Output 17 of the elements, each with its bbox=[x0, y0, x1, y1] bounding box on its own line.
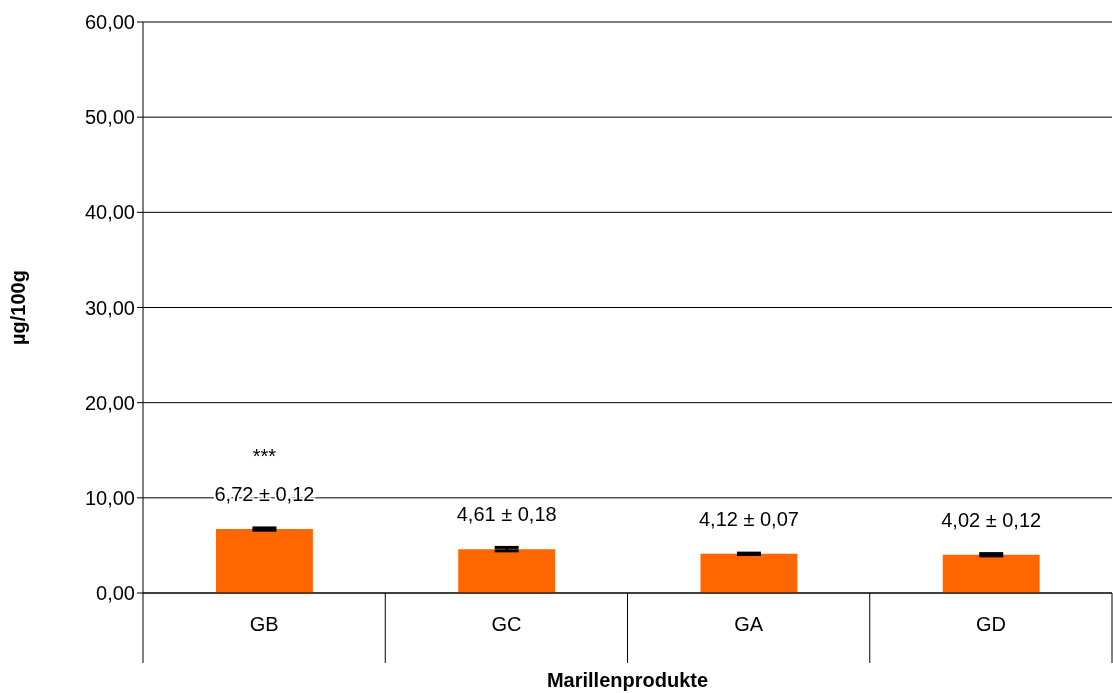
x-tick-label: GD bbox=[975, 613, 1006, 635]
y-tick-label: 30,00 bbox=[84, 296, 135, 319]
y-tick-label: 10,00 bbox=[84, 486, 135, 509]
y-tick-label: 20,00 bbox=[84, 391, 135, 414]
x-axis-title: Marillenprodukte bbox=[546, 669, 709, 691]
y-tick-label: 0,00 bbox=[96, 582, 135, 605]
data-label: 4,61 ± 0,18 bbox=[456, 503, 557, 526]
x-tick-label: GA bbox=[734, 613, 764, 635]
y-axis-title: µg/100g bbox=[7, 270, 30, 345]
y-tick-label: 50,00 bbox=[84, 106, 135, 129]
data-label: 4,12 ± 0,07 bbox=[698, 507, 799, 530]
data-label: 4,02 ± 0,12 bbox=[941, 508, 1042, 531]
x-tick-label: GB bbox=[249, 613, 279, 635]
y-tick-label: 40,00 bbox=[84, 201, 135, 224]
annotation: *** bbox=[252, 445, 277, 468]
y-tick-label: 60,00 bbox=[84, 11, 135, 34]
x-tick-label: GC bbox=[491, 613, 522, 635]
